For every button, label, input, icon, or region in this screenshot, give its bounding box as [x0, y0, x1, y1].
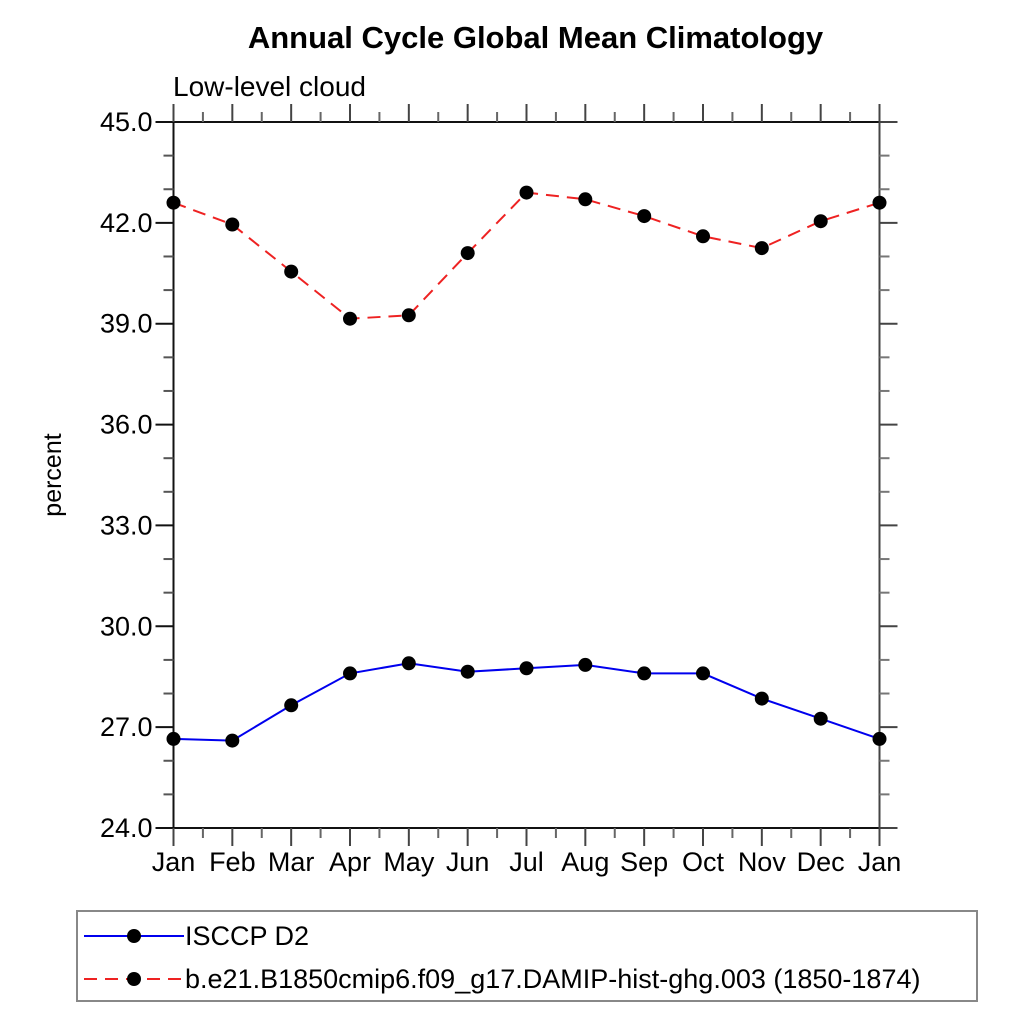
- series-0-marker: [460, 664, 475, 679]
- x-tick-label: Feb: [209, 847, 256, 877]
- series-0-marker: [166, 731, 181, 746]
- series-1-marker: [519, 185, 534, 200]
- series-1-marker: [460, 246, 475, 261]
- series-1-marker: [225, 217, 240, 232]
- legend-sample-solid-line-icon: [84, 929, 184, 943]
- series-1-marker: [166, 195, 181, 210]
- series-0-marker: [343, 666, 357, 681]
- series-1-marker: [872, 195, 887, 210]
- y-tick-label: 24.0: [100, 813, 153, 843]
- legend-label-model: b.e21.B1850cmip6.f09_g17.DAMIP-hist-ghg.…: [185, 964, 921, 994]
- x-tick-label: Nov: [738, 847, 787, 877]
- x-tick-label: Dec: [797, 847, 845, 877]
- y-tick-label: 30.0: [100, 611, 153, 641]
- x-tick-label: Oct: [682, 847, 725, 877]
- x-tick-label: Jun: [446, 847, 490, 877]
- legend-label-isccp: ISCCP D2: [185, 921, 310, 951]
- legend-box: ISCCP D2 b.e21.B1850cmip6.f09_g17.DAMIP-…: [76, 910, 978, 1002]
- x-tick-label: Apr: [329, 847, 371, 877]
- series-1-marker: [284, 264, 299, 279]
- series-0-marker: [519, 661, 534, 676]
- series-0-marker: [872, 731, 887, 746]
- series-0-marker: [813, 711, 828, 726]
- legend-sample-dashed-line-icon: [84, 972, 184, 986]
- x-tick-label: May: [383, 847, 435, 877]
- legend-entry-isccp: ISCCP D2: [84, 922, 309, 950]
- series-1-marker: [754, 241, 769, 256]
- series-1-marker: [637, 209, 652, 224]
- series-0-marker: [284, 698, 299, 713]
- series-1-marker: [401, 308, 416, 323]
- series-1-marker: [578, 192, 593, 207]
- series-1-marker: [343, 311, 357, 326]
- series-line-1: [173, 191, 880, 320]
- x-tick-label: Aug: [561, 847, 609, 877]
- series-0-marker: [696, 666, 710, 681]
- series-0-marker: [637, 666, 652, 681]
- y-tick-label: 27.0: [100, 712, 153, 742]
- chart-title: Annual Cycle Global Mean Climatology: [247, 20, 824, 55]
- series-1-marker: [813, 214, 828, 229]
- series-0-marker: [578, 657, 593, 672]
- y-tick-label: 39.0: [100, 309, 153, 339]
- y-tick-label: 33.0: [100, 510, 153, 540]
- x-tick-label: Jan: [152, 847, 196, 877]
- y-tick-label: 36.0: [100, 410, 153, 440]
- series-0-marker: [754, 691, 769, 706]
- x-tick-label: Sep: [620, 847, 668, 877]
- series-0-marker: [401, 656, 416, 671]
- y-tick-label: 42.0: [100, 208, 153, 238]
- x-tick-label: Jan: [858, 847, 902, 877]
- series-1-marker: [696, 229, 710, 244]
- x-tick-label: Jul: [509, 847, 544, 877]
- chart-subtitle: Low-level cloud: [173, 71, 366, 102]
- y-tick-label: 45.0: [100, 107, 153, 137]
- legend-entry-model: b.e21.B1850cmip6.f09_g17.DAMIP-hist-ghg.…: [84, 965, 920, 993]
- x-tick-label: Mar: [268, 847, 315, 877]
- series-0-marker: [225, 733, 240, 748]
